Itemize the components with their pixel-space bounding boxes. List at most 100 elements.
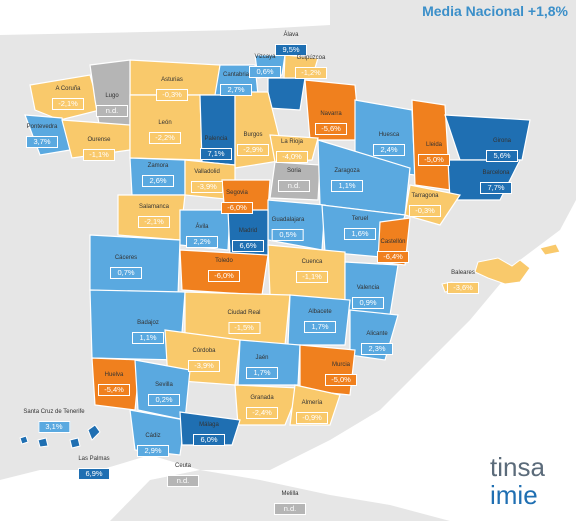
province-name: Teruel xyxy=(351,216,369,222)
province-name: Ciudad Real xyxy=(227,310,261,316)
province-value-badge: 1,7% xyxy=(304,321,336,333)
province-label-alicante: Alicante 2,3% xyxy=(361,331,393,356)
province-name: La Rioja xyxy=(280,139,303,145)
canary-east-islands xyxy=(69,424,101,449)
province-label-teruel: Teruel 1,6% xyxy=(344,216,376,241)
province-value-badge: -3,6% xyxy=(447,282,479,294)
province-label-burgos: Burgos -2,9% xyxy=(237,132,269,157)
logo-sub-text: imie xyxy=(490,480,538,510)
province-label-cadiz: Cádiz 2,9% xyxy=(137,433,169,458)
province-label-baleares: Baleares -3,6% xyxy=(447,270,479,295)
province-name: Vizcaya xyxy=(254,54,276,60)
province-value-badge: -6,4% xyxy=(377,251,409,263)
province-label-avila: Ávila 2,2% xyxy=(186,224,218,249)
province-value-badge: -2,2% xyxy=(149,132,181,144)
province-label-cantabria: Cantabria 2,7% xyxy=(220,72,252,97)
province-name: Soria xyxy=(286,168,301,174)
province-name: Pontevedra xyxy=(26,124,58,130)
province-label-guipuzcoa: Guipúzcoa -1,2% xyxy=(295,55,327,80)
province-name: Palencia xyxy=(204,136,228,142)
province-label-lugo: Lugo n.d. xyxy=(96,93,128,118)
province-label-cordoba: Córdoba -3,9% xyxy=(188,348,220,373)
province-value-badge: -1,5% xyxy=(228,322,260,334)
province-name: Ceuta xyxy=(174,463,191,469)
province-name: Badajoz xyxy=(137,320,159,326)
province-value-badge: -6,0% xyxy=(208,270,240,282)
province-value-badge: -0,9% xyxy=(296,412,328,424)
province-name: Valencia xyxy=(356,285,380,291)
province-value-badge: -2,4% xyxy=(246,407,278,419)
province-value-badge: 3,7% xyxy=(26,136,58,148)
canary-west-islands xyxy=(19,435,49,448)
province-value-badge: -0,3% xyxy=(156,89,188,101)
province-name: Cuenca xyxy=(301,259,323,265)
province-value-badge: -2,9% xyxy=(237,144,269,156)
province-label-madrid: Madrid 6,6% xyxy=(232,228,264,253)
province-label-alava: Álava 9,5% xyxy=(275,32,307,57)
province-name: Cáceres xyxy=(114,255,138,261)
province-label-a-coruna: A Coruña -2,1% xyxy=(52,86,84,111)
province-label-soria: Soria n.d. xyxy=(278,168,310,193)
province-value-badge: 3,1% xyxy=(37,421,70,433)
province-name: Sevilla xyxy=(155,382,173,388)
province-label-asturias: Asturias -0,3% xyxy=(156,77,188,102)
province-label-valladolid: Valladolid -3,9% xyxy=(191,169,223,194)
province-name: Lleida xyxy=(425,142,442,148)
province-name: Valladolid xyxy=(194,169,220,175)
province-label-zamora: Zamora 2,6% xyxy=(142,163,174,188)
province-name: Cádiz xyxy=(145,433,161,439)
province-label-santa-cruz-de-tenerife: Santa Cruz de Tenerife 3,1% xyxy=(23,409,85,434)
province-name: Ávila xyxy=(195,224,209,230)
province-label-melilla: Melilla n.d. xyxy=(274,491,306,516)
province-name: Huelva xyxy=(104,372,124,378)
province-value-badge: n.d. xyxy=(96,105,128,117)
province-name: Baleares xyxy=(451,270,475,276)
province-value-badge: -2,1% xyxy=(138,216,170,228)
province-name: Huesca xyxy=(378,132,400,138)
province-name: Cantabria xyxy=(222,72,249,78)
province-value-badge: 1,1% xyxy=(331,180,363,192)
province-value-badge: 7,1% xyxy=(200,148,232,160)
province-value-badge: 0,9% xyxy=(352,297,384,309)
province-name: Álava xyxy=(283,32,299,38)
province-value-badge: 1,6% xyxy=(344,228,376,240)
menorca-island xyxy=(539,243,561,256)
province-name: Albacete xyxy=(308,309,332,315)
province-value-badge: -6,0% xyxy=(221,202,253,214)
province-label-ourense: Ourense -1,1% xyxy=(83,137,115,162)
province-name: Castellón xyxy=(380,239,406,245)
province-value-badge: -0,3% xyxy=(409,205,441,217)
province-value-badge: -1,1% xyxy=(83,149,115,161)
province-name: Córdoba xyxy=(192,348,216,354)
province-value-badge: 9,5% xyxy=(275,44,307,56)
province-label-navarra: Navarra -5,6% xyxy=(315,111,347,136)
province-value-badge: 0,5% xyxy=(271,229,304,241)
province-name: Girona xyxy=(492,138,511,144)
province-label-badajoz: Badajoz 1,1% xyxy=(132,320,164,345)
logo-brand-text: tinsa xyxy=(490,452,545,482)
tinsa-imie-logo: tinsa imie xyxy=(490,452,545,510)
province-label-valencia: Valencia 0,9% xyxy=(352,285,384,310)
province-label-lleida: Lleida -5,0% xyxy=(418,142,450,167)
province-name: Las Palmas xyxy=(78,456,110,462)
province-label-murcia: Murcia -5,0% xyxy=(325,362,357,387)
province-value-badge: n.d. xyxy=(274,503,306,515)
province-value-badge: -4,0% xyxy=(276,151,308,163)
province-value-badge: 6,0% xyxy=(193,434,225,446)
province-label-vizcaya: Vizcaya 0,6% xyxy=(249,54,281,79)
province-value-badge: 6,6% xyxy=(232,240,264,252)
province-label-ciudad-real: Ciudad Real -1,5% xyxy=(227,310,261,335)
province-label-segovia: Segovia -6,0% xyxy=(221,190,253,215)
province-name: Ourense xyxy=(87,137,111,143)
province-label-caceres: Cáceres 0,7% xyxy=(110,255,142,280)
province-name: Melilla xyxy=(281,491,299,497)
province-label-tarragona: Tarragona -0,3% xyxy=(409,193,441,218)
province-label-huelva: Huelva -5,4% xyxy=(98,372,130,397)
province-name: León xyxy=(158,120,172,126)
province-name: Segovia xyxy=(226,190,248,196)
province-value-badge: 1,1% xyxy=(132,332,164,344)
province-value-badge: n.d. xyxy=(167,475,199,487)
province-value-badge: -5,0% xyxy=(418,154,450,166)
province-name: A Coruña xyxy=(55,86,81,92)
